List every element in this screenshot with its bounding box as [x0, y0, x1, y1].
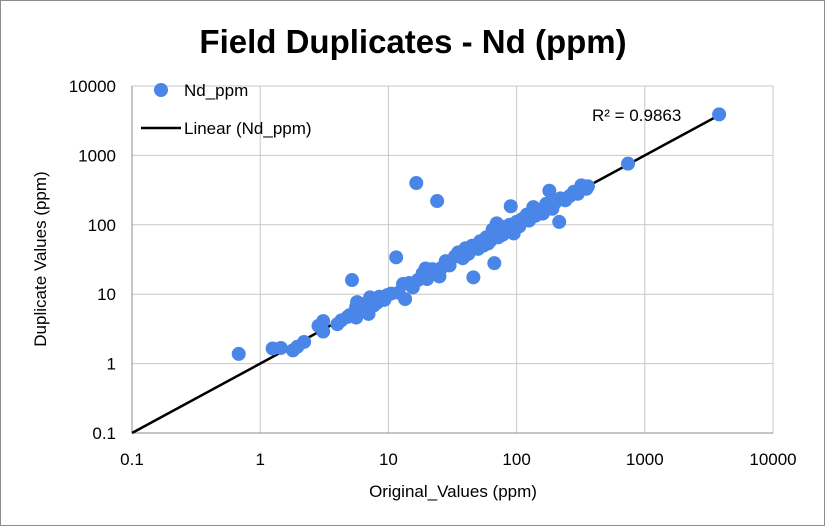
data-point: [487, 256, 502, 271]
data-point: [316, 314, 331, 329]
legend-marker-nd-ppm: [154, 83, 168, 97]
data-point: [466, 270, 481, 285]
data-point: [552, 214, 567, 229]
x-tick-label: 100: [502, 450, 530, 469]
y-axis-label: Duplicate Values (ppm): [31, 171, 50, 346]
y-tick-label: 1000: [78, 146, 116, 165]
y-tick-label: 1: [107, 355, 116, 374]
chart-title: Field Duplicates - Nd (ppm): [199, 23, 626, 60]
data-point: [712, 107, 727, 122]
y-tick-label: 10: [97, 285, 116, 304]
data-point: [273, 340, 288, 355]
data-point: [580, 179, 595, 194]
data-point: [344, 273, 359, 288]
data-points: [231, 107, 727, 361]
y-tick-label: 100: [88, 216, 116, 235]
x-tick-label: 10: [379, 450, 398, 469]
data-point: [231, 346, 246, 361]
legend-label-nd-ppm: Nd_ppm: [184, 81, 248, 100]
data-point: [621, 156, 636, 171]
data-point: [398, 292, 413, 307]
x-tick-label: 1: [255, 450, 264, 469]
data-point: [503, 199, 518, 214]
legend: Nd_ppm Linear (Nd_ppm): [141, 81, 312, 138]
axes: 0.1 1 10 100 1000 10000 0.1 1 10 100 1000 10000: [69, 77, 797, 469]
x-tick-label: 1000: [626, 450, 664, 469]
x-tick-label: 10000: [749, 450, 796, 469]
data-point: [297, 334, 312, 349]
y-tick-label: 0.1: [92, 424, 116, 443]
y-tick-label: 10000: [69, 77, 116, 96]
data-point: [316, 324, 331, 339]
x-axis-label: Original_Values (ppm): [369, 482, 537, 501]
legend-label-linear: Linear (Nd_ppm): [184, 119, 312, 138]
data-point: [430, 194, 445, 209]
x-tick-label: 0.1: [120, 450, 144, 469]
data-point: [409, 176, 424, 191]
data-point: [389, 250, 404, 265]
r-squared-annotation: R² = 0.9863: [592, 106, 681, 125]
data-point: [542, 183, 557, 198]
